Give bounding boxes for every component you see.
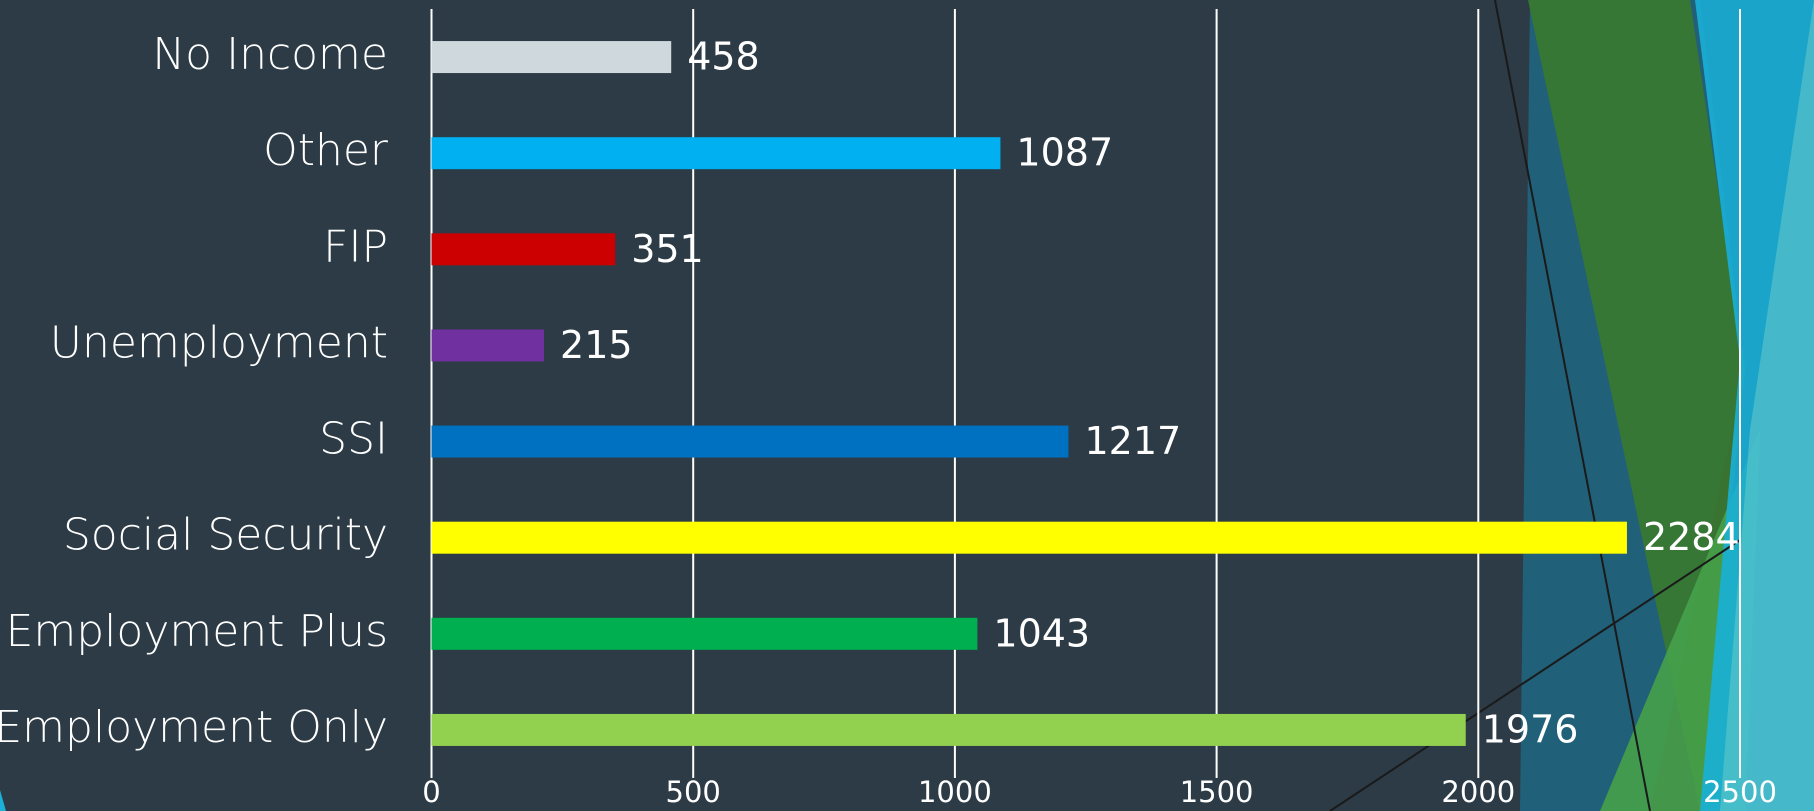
value-label: 1217	[1084, 419, 1181, 463]
y-tick-label: SSI	[319, 414, 388, 465]
x-tick-label: 2000	[1441, 775, 1515, 809]
bar	[432, 714, 1466, 746]
bar	[432, 233, 616, 265]
y-tick-label: Social Security	[63, 510, 388, 561]
y-tick-label: Employment Only	[0, 702, 388, 753]
bar	[432, 137, 1001, 169]
x-tick-label: 500	[666, 775, 721, 809]
y-tick-label: No Income	[152, 29, 388, 80]
x-tick-label: 1000	[918, 775, 992, 809]
y-tick-label: Unemployment	[50, 317, 388, 368]
value-label: 1087	[1016, 131, 1113, 175]
chart: 0 500 1000 1500 2000 2500 No Income 458 Other 108…	[0, 0, 1814, 811]
bar	[432, 522, 1627, 554]
value-label: 2284	[1643, 515, 1740, 559]
y-tick-label: Employment Plus	[6, 606, 388, 657]
x-tick-label: 0	[422, 775, 440, 809]
x-tick-label: 1500	[1180, 775, 1254, 809]
x-tick-label: 2500	[1703, 775, 1777, 809]
value-label: 1043	[993, 611, 1090, 655]
y-tick-label: FIP	[323, 221, 388, 272]
background-decoration	[0, 0, 1814, 811]
value-label: 215	[560, 323, 633, 367]
bar	[432, 329, 545, 361]
value-label: 351	[631, 227, 704, 271]
bar	[432, 426, 1069, 458]
value-label: 458	[687, 35, 760, 79]
bar	[432, 618, 978, 650]
y-tick-label: Other	[263, 125, 389, 176]
value-label: 1976	[1482, 707, 1579, 751]
bar	[432, 41, 672, 73]
